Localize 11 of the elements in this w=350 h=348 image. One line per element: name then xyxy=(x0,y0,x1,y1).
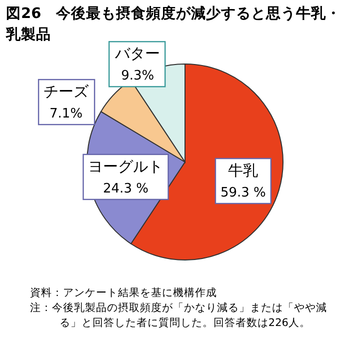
text: 資料：アンケート結果を基に機構作成 xyxy=(30,286,218,301)
slice-label: チーズ xyxy=(44,82,90,101)
data-label: 9.3% xyxy=(121,68,154,84)
slice-label: 牛乳 xyxy=(228,162,258,180)
text: 注：今後乳製品の摂取頻度が「かなり減る」または「やや減る」と回答した者に質問した。回答者数は226人。 xyxy=(30,301,328,331)
data-label: 59.3 % xyxy=(220,186,266,200)
slice-label: バター xyxy=(114,44,160,63)
chart-title: 図26 今後最も摂食頻度が減少すると思う牛乳・乳製品 xyxy=(6,4,342,45)
data-label: 7.1% xyxy=(50,106,83,122)
data-label: 24.3 % xyxy=(103,181,148,196)
slice-label: ヨーグルト xyxy=(88,157,164,176)
